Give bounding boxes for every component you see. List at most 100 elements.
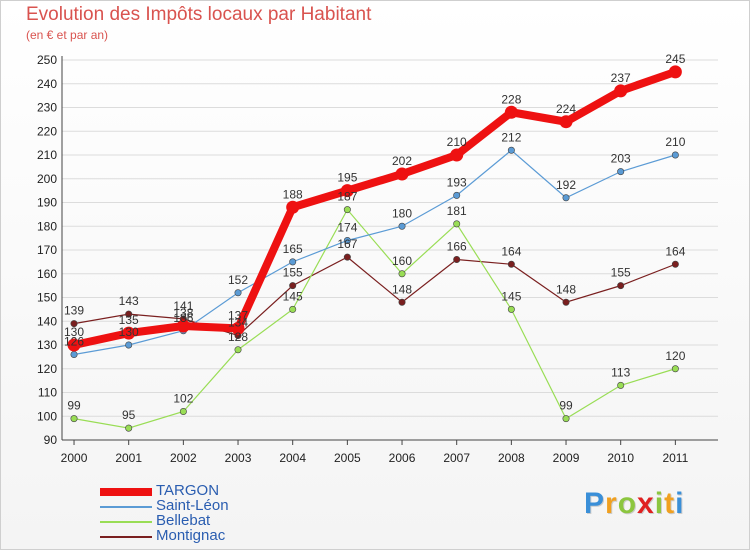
data-label: 155 xyxy=(283,266,303,280)
data-label: 126 xyxy=(64,335,84,349)
data-label: 145 xyxy=(283,289,303,303)
data-point xyxy=(176,319,190,333)
legend-label: Montignac xyxy=(156,527,226,544)
series-line-bellebat xyxy=(73,208,676,429)
x-tick-label: 2003 xyxy=(225,451,252,465)
data-label: 148 xyxy=(556,282,576,296)
data-point xyxy=(450,148,464,162)
data-label: 165 xyxy=(283,242,303,256)
data-point xyxy=(395,167,409,181)
data-point xyxy=(67,338,81,352)
data-label: 193 xyxy=(447,175,467,189)
data-label: 136 xyxy=(173,311,193,325)
data-label: 130 xyxy=(119,325,139,339)
logo-letter: P xyxy=(584,487,606,520)
data-point xyxy=(504,105,518,119)
data-point xyxy=(453,255,461,263)
data-label: 102 xyxy=(173,392,193,406)
x-tick-label: 2011 xyxy=(662,451,688,465)
data-label: 138 xyxy=(173,306,193,320)
x-tick-label: 2010 xyxy=(607,451,634,465)
logo-letter: t xyxy=(664,487,676,520)
data-point xyxy=(398,222,406,230)
legend: TARGON Saint-Léon Bellebat Montignac xyxy=(100,482,300,544)
logo-letter: i xyxy=(675,487,685,520)
y-tick-label: 220 xyxy=(37,124,57,138)
x-tick-label: 2008 xyxy=(498,451,525,465)
y-tick-label: 250 xyxy=(37,53,57,67)
data-label: 164 xyxy=(501,244,521,258)
data-label: 155 xyxy=(611,266,631,280)
data-point xyxy=(343,237,351,245)
data-point xyxy=(340,184,354,198)
data-point xyxy=(507,305,515,313)
data-point xyxy=(70,415,78,423)
legend-swatch xyxy=(100,536,152,538)
data-label: 113 xyxy=(611,365,630,379)
data-label: 139 xyxy=(64,304,84,318)
data-label: 237 xyxy=(611,71,631,85)
data-point xyxy=(125,424,133,432)
data-point xyxy=(125,341,133,349)
data-label: 95 xyxy=(122,408,136,422)
data-point xyxy=(617,168,625,176)
data-label: 128 xyxy=(228,330,248,344)
x-tick-label: 2000 xyxy=(61,451,88,465)
data-point xyxy=(289,258,297,266)
data-label: 141 xyxy=(173,299,193,313)
data-label: 120 xyxy=(665,349,685,363)
legend-item-saint-léon: Saint-Léon xyxy=(100,497,300,514)
x-tick-label: 2004 xyxy=(279,451,306,465)
x-tick-label: 2007 xyxy=(443,451,470,465)
data-point xyxy=(562,298,570,306)
y-tick-label: 130 xyxy=(37,338,57,352)
data-point xyxy=(562,415,570,423)
x-tick-label: 2001 xyxy=(115,451,142,465)
data-label: 228 xyxy=(501,92,521,106)
data-point xyxy=(289,282,297,290)
y-tick-label: 100 xyxy=(37,409,57,423)
data-label: 181 xyxy=(447,204,467,218)
data-point xyxy=(70,350,78,358)
data-point xyxy=(286,200,300,214)
data-point xyxy=(453,191,461,199)
data-label: 152 xyxy=(228,273,248,287)
data-label: 192 xyxy=(556,178,576,192)
logo-letter: i xyxy=(654,487,665,520)
x-tick-label: 2009 xyxy=(553,451,580,465)
x-tick-label: 2002 xyxy=(170,451,197,465)
data-point xyxy=(617,282,625,290)
data-label: 210 xyxy=(447,135,467,149)
data-label: 203 xyxy=(611,152,631,166)
legend-label: TARGON xyxy=(156,482,220,499)
y-tick-label: 190 xyxy=(37,196,57,210)
legend-swatch xyxy=(100,488,152,496)
logo-letter: o xyxy=(617,487,638,520)
data-point xyxy=(668,65,682,79)
data-label: 134 xyxy=(228,316,248,330)
data-label: 212 xyxy=(501,130,521,144)
data-point xyxy=(231,321,245,335)
data-label: 135 xyxy=(119,313,139,327)
series-line-montignac xyxy=(73,256,676,337)
data-label: 188 xyxy=(283,187,303,201)
data-label: 245 xyxy=(665,52,685,66)
data-label: 202 xyxy=(392,154,412,168)
legend-swatch xyxy=(100,506,152,508)
chart-title: Evolution des Impôts locaux par Habitant xyxy=(26,4,372,25)
data-label: 148 xyxy=(392,282,412,296)
data-label: 210 xyxy=(665,135,685,149)
data-point xyxy=(122,326,136,340)
y-tick-label: 240 xyxy=(37,77,57,91)
data-label: 137 xyxy=(228,308,248,322)
y-tick-label: 170 xyxy=(37,243,57,257)
data-point xyxy=(559,115,573,129)
y-tick-label: 120 xyxy=(37,362,57,376)
data-label: 174 xyxy=(337,221,357,235)
legend-label: Saint-Léon xyxy=(156,497,229,514)
legend-label: Bellebat xyxy=(156,512,211,529)
data-label: 99 xyxy=(559,399,573,413)
y-tick-label: 160 xyxy=(37,267,57,281)
data-label: 130 xyxy=(64,325,84,339)
series-line-targon xyxy=(73,68,677,349)
